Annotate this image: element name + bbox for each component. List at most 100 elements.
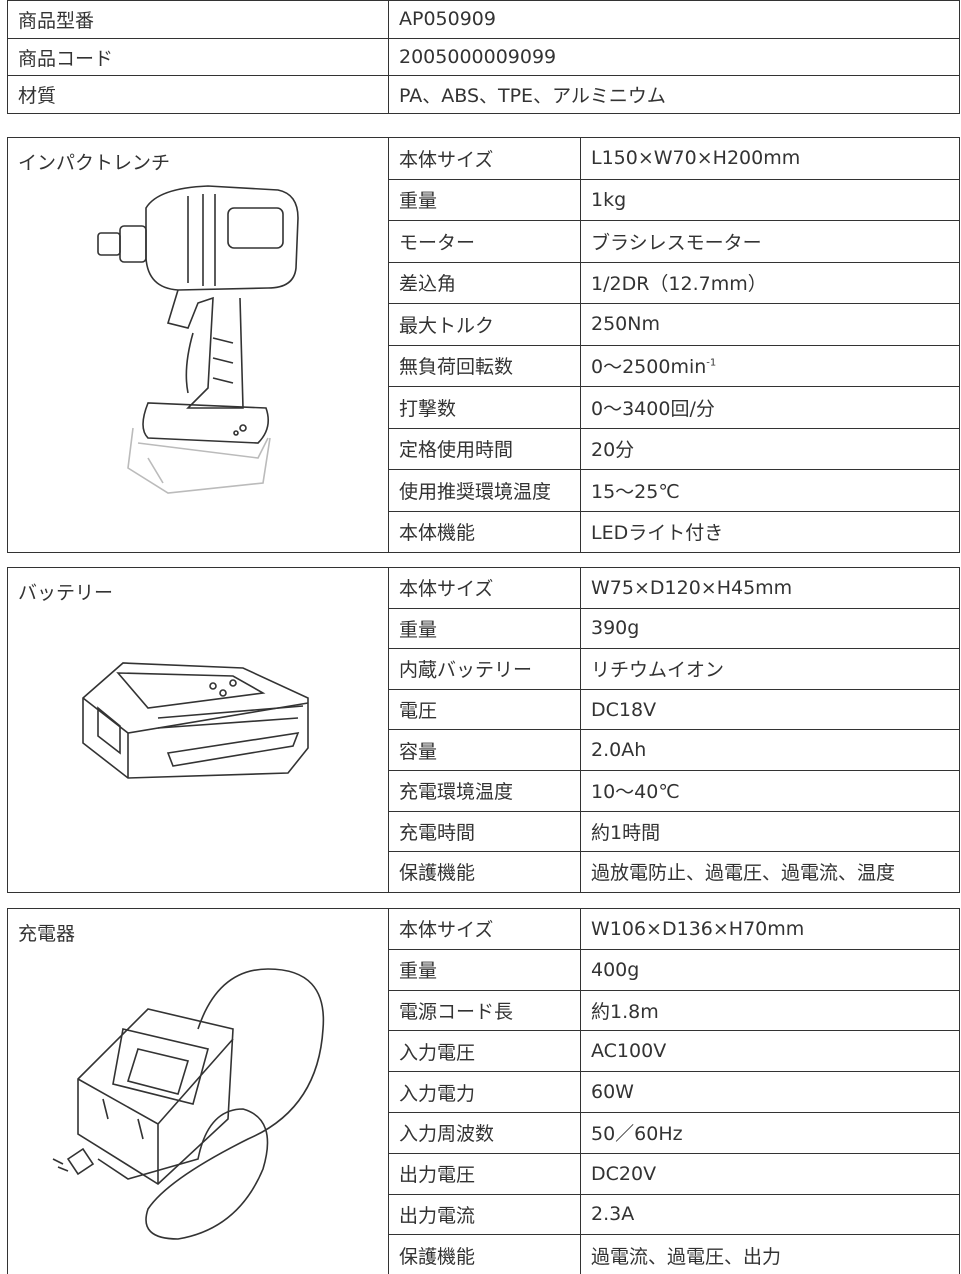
label-cell: 無負荷回転数 <box>388 344 581 387</box>
row: 保護機能 過放電防止、過電圧、過電流、温度 <box>8 851 960 893</box>
label-cell: 容量 <box>388 729 581 771</box>
value-cell: 1/2DR（12.7mm） <box>580 261 960 304</box>
row: 内蔵バッテリー リチウムイオン <box>8 648 960 690</box>
row: 定格使用時間 20分 <box>8 427 960 470</box>
value-cell: L150×W70×H200mm <box>580 137 960 180</box>
value-cell: PA、ABS、TPE、アルミニウム <box>388 75 960 115</box>
row: 重量 390g <box>8 607 960 650</box>
label-cell: 電圧 <box>388 688 581 731</box>
value-cell: 400g <box>580 948 960 991</box>
row: 材質 PA、ABS、TPE、アルミニウム <box>7 75 960 115</box>
label-cell: 入力電力 <box>388 1071 581 1113</box>
value-cell: AP050909 <box>388 0 960 39</box>
label-cell: 保護機能 <box>388 1234 581 1274</box>
row: 本体機能 LEDライト付き <box>8 510 960 553</box>
text: 0〜2500min <box>591 356 707 379</box>
row: 電圧 DC18V <box>8 688 960 731</box>
label-cell: 入力周波数 <box>388 1111 581 1154</box>
value-cell: 約1時間 <box>580 810 960 853</box>
row: 充電器 本体サイズ W106×D136×H70mm <box>7 907 960 1274</box>
label-cell: 充電環境温度 <box>388 769 581 812</box>
label-cell: 出力電圧 <box>388 1152 581 1195</box>
label-cell: 最大トルク <box>388 303 581 346</box>
label-cell: 商品コード <box>7 37 389 77</box>
value-cell: W106×D136×H70mm <box>580 908 960 950</box>
value-cell: ブラシレスモーター <box>580 220 960 263</box>
label-cell: 本体サイズ <box>388 567 581 609</box>
value-cell: 2.0Ah <box>580 729 960 771</box>
section-table: インパクトレンチ 本体サイズ L150×W70×H200mm 重量 1kg モーター ブラシ… <box>7 137 960 553</box>
value-cell: 0〜3400回/分 <box>580 386 960 429</box>
value-cell: AC100V <box>580 1030 960 1073</box>
row: 保護機能 過電流、過電圧、出力 <box>8 1234 960 1274</box>
value-cell: リチウムイオン <box>580 648 960 690</box>
row: 重量 400g <box>8 948 960 991</box>
value-cell: 250Nm <box>580 303 960 346</box>
value-cell: 2005000009099 <box>388 37 960 77</box>
section-table: 充電器 本体サイズ W106×D136×H70mm 重量 400g 電源コード長 約1.8m… <box>7 907 960 1274</box>
value-cell: 390g <box>580 607 960 650</box>
value-cell: 20分 <box>580 427 960 470</box>
row: 入力電圧 AC100V <box>8 1030 960 1073</box>
value-cell: 50／60Hz <box>580 1111 960 1154</box>
charger-illustration <box>52 968 325 1240</box>
product-title: インパクトレンチ <box>18 152 171 174</box>
row: 商品コード 2005000009099 <box>7 37 960 77</box>
label-cell: 出力電流 <box>388 1193 581 1236</box>
row: 商品型番 AP050909 <box>7 0 960 39</box>
label-cell: 入力電圧 <box>388 1030 581 1073</box>
value-cell: DC18V <box>580 688 960 731</box>
row: 重量 1kg <box>8 178 960 221</box>
battery-illustration <box>82 662 309 779</box>
value-cell: LEDライト付き <box>580 510 960 553</box>
value-cell: 15〜25℃ <box>580 469 960 512</box>
row: 電源コード長 約1.8m <box>8 989 960 1032</box>
product-title: バッテリー <box>18 582 114 604</box>
value-cell: W75×D120×H45mm <box>580 567 960 609</box>
row: 打撃数 0〜3400回/分 <box>8 386 960 429</box>
label-cell: 本体機能 <box>388 510 581 553</box>
row: 入力電力 60W <box>8 1071 960 1113</box>
value-cell: 60W <box>580 1071 960 1113</box>
label-cell: 商品型番 <box>7 0 389 39</box>
wrench-illustration <box>97 185 299 494</box>
row: バッテリー 本体サイズ W75×D120×H45mm <box>7 567 960 893</box>
product-cell: バッテリー <box>7 567 389 893</box>
row: 最大トルク 250Nm <box>8 303 960 346</box>
label-cell: 材質 <box>7 75 389 115</box>
row: 使用推奨環境温度 15〜25℃ <box>8 469 960 512</box>
spec-table: 商品型番 AP050909 商品コード 2005000009099 材質 PA、ABS、T… <box>7 0 960 115</box>
row: インパクトレンチ 本体サイズ L150×W70×H200mm <box>7 137 960 553</box>
label-cell: 打撃数 <box>388 386 581 429</box>
section-table: バッテリー 本体サイズ W75×D120×H45mm 重量 390g 内蔵バッテリー リチウ… <box>7 567 960 893</box>
label-cell: 定格使用時間 <box>388 427 581 470</box>
label-cell: モーター <box>388 220 581 263</box>
value-cell: 0〜2500min-1 <box>580 344 960 387</box>
product-title: 充電器 <box>18 923 76 945</box>
row: 差込角 1/2DR（12.7mm） <box>8 261 960 304</box>
label-cell: 重量 <box>388 948 581 991</box>
value-cell: 10〜40℃ <box>580 769 960 812</box>
superscript: -1 <box>706 357 717 369</box>
row: 出力電流 2.3A <box>8 1193 960 1236</box>
label-cell: 内蔵バッテリー <box>388 648 581 690</box>
value-cell: 2.3A <box>580 1193 960 1236</box>
label-cell: 重量 <box>388 607 581 650</box>
row: 無負荷回転数 0〜2500min-1 <box>8 344 960 387</box>
product-cell: 充電器 <box>7 907 389 1274</box>
label-cell: 本体サイズ <box>388 137 581 180</box>
label-cell: 重量 <box>388 178 581 221</box>
value-cell: 過電流、過電圧、出力 <box>580 1234 960 1274</box>
label-cell: 使用推奨環境温度 <box>388 469 581 512</box>
value-cell: 過放電防止、過電圧、過電流、温度 <box>580 851 960 893</box>
label-cell: 充電時間 <box>388 810 581 853</box>
label-cell: 電源コード長 <box>388 989 581 1032</box>
row: 入力周波数 50／60Hz <box>8 1111 960 1154</box>
label-cell: 本体サイズ <box>388 908 581 950</box>
row: モーター ブラシレスモーター <box>8 220 960 263</box>
label-cell: 保護機能 <box>388 851 581 893</box>
label-cell: 差込角 <box>388 261 581 304</box>
row: 容量 2.0Ah <box>8 729 960 771</box>
value-cell: DC20V <box>580 1152 960 1195</box>
